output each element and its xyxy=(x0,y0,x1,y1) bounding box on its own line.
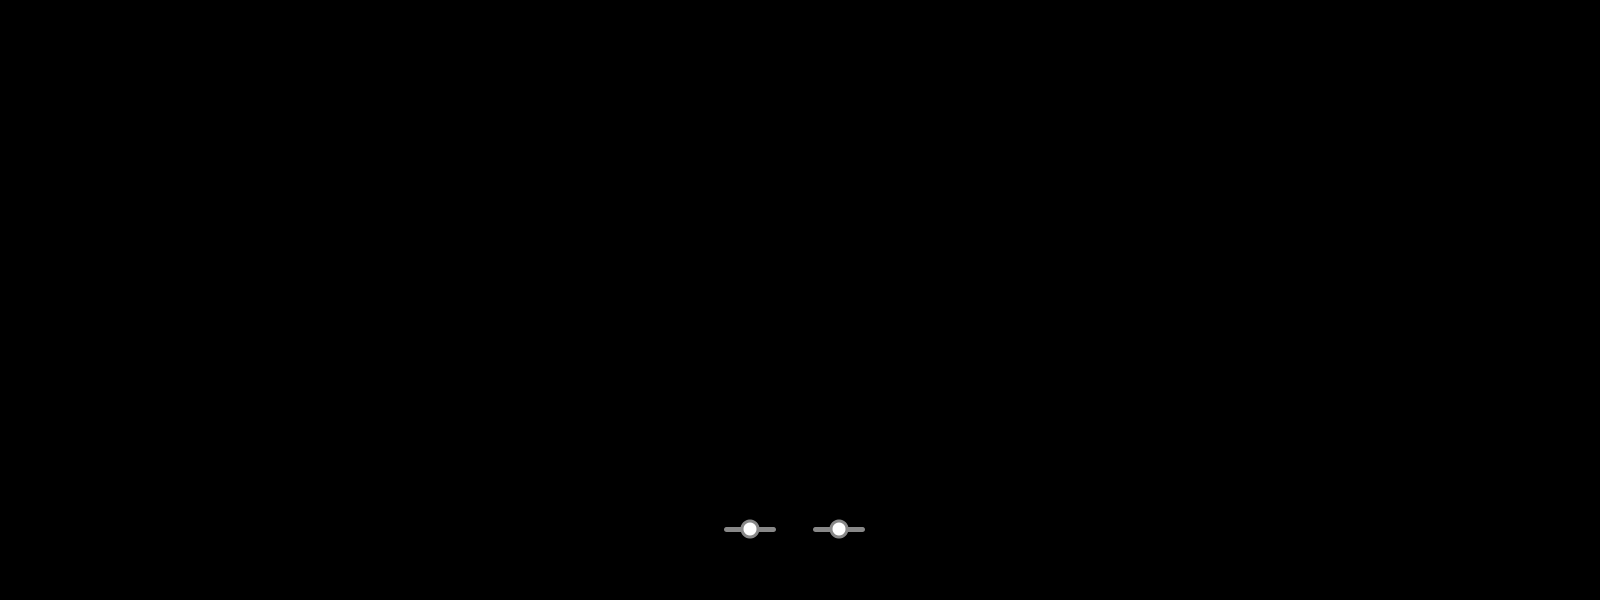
legend-marker-industry-icon xyxy=(813,519,865,539)
legend-item-company[interactable] xyxy=(724,519,787,539)
legend-item-industry[interactable] xyxy=(813,519,876,539)
legend-marker-company-icon xyxy=(724,519,776,539)
legend xyxy=(0,519,1600,539)
